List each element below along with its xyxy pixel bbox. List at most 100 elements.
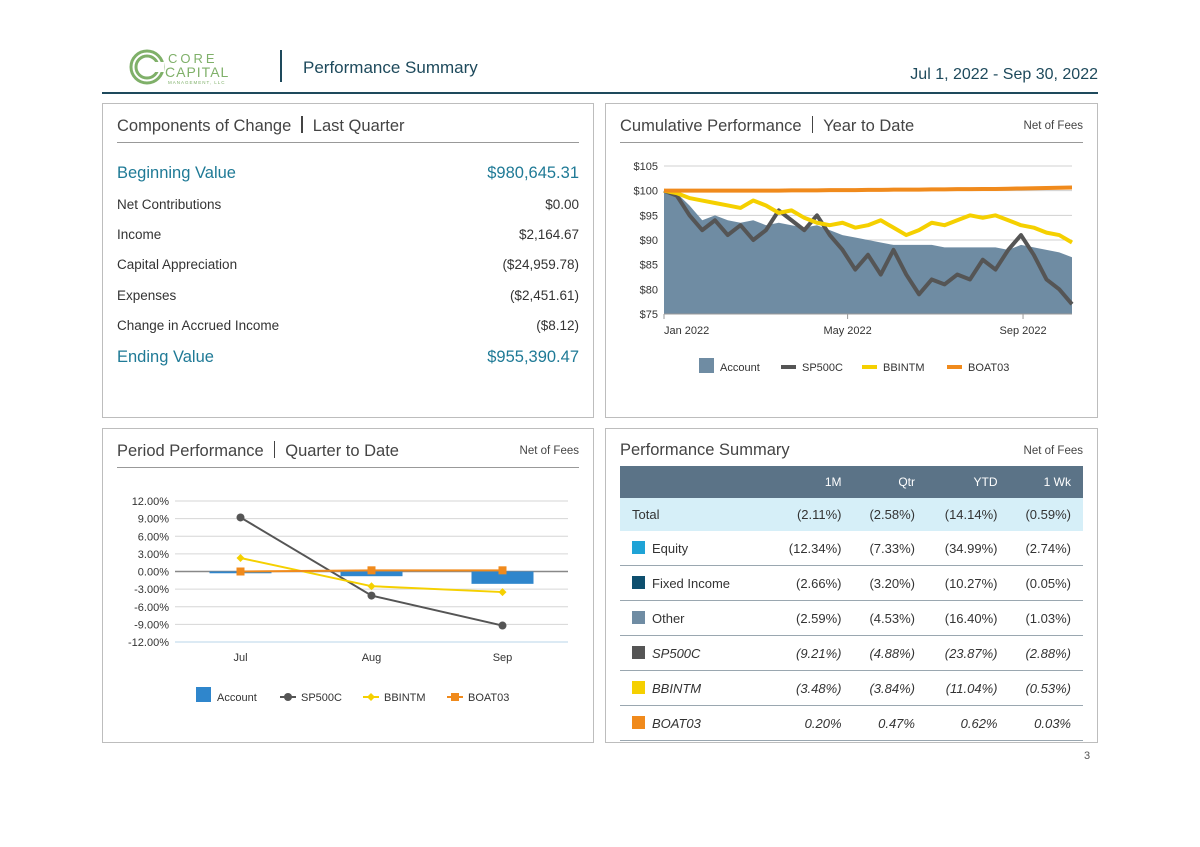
table-cell: (1.03%) [1009,600,1083,636]
row-label-cell: Total [620,498,771,531]
table-cell: (2.74%) [1009,531,1083,566]
legend-label-boat03: BOAT03 [968,362,1009,374]
ending-value-row: Ending Value $955,390.47 [117,348,579,367]
table-cell: (4.88%) [853,635,927,671]
row-value: $955,390.47 [487,348,579,366]
y-tick-label: $105 [634,161,658,173]
table-cell: (10.27%) [926,565,1010,601]
legend-marker-sp500c [284,693,292,701]
y-tick-label: -6.00% [134,602,169,614]
date-range: Jul 1, 2022 - Sep 30, 2022 [910,66,1098,83]
row-label: Net Contributions [117,197,222,212]
row-label-cell: Equity [620,531,771,566]
table-cell: (14.14%) [926,498,1010,531]
summary-title: Performance Summary [620,441,790,459]
row-label: Beginning Value [117,164,236,182]
point-sp500c [498,621,507,630]
y-tick-label: -12.00% [128,637,169,649]
x-tick-label: Aug [362,652,382,664]
row-value: ($24,959.78) [502,257,579,272]
period-header: Period Performance Quarter to Date Net of… [117,441,579,468]
row-value: ($2,451.61) [509,288,579,303]
net-of-fees-label: Net of Fees [1023,120,1083,132]
legend-label-boat03: BOAT03 [468,692,509,704]
x-tick-label: Jan 2022 [664,325,709,337]
net-of-fees-label: Net of Fees [519,445,579,457]
bar-account [471,571,534,584]
legend-label-bbintm: BBINTM [883,362,925,374]
header-divider [280,50,282,82]
point-bbintm [498,588,507,597]
table-row: Other (2.59%) (4.53%) (16.40%) (1.03%) [620,600,1083,636]
legend-swatch-account [699,358,714,373]
x-tick-label: Sep 2022 [999,325,1046,337]
col-header-qtr: Qtr [853,466,927,498]
legend-swatch-account [196,687,211,702]
row-value: $980,645.31 [487,164,579,182]
point-sp500c [236,513,245,522]
cumulative-panel: Cumulative Performance Year to Date Net o… [605,103,1098,418]
row-label: Income [117,227,162,242]
table-row: BOAT03 0.20% 0.47% 0.62% 0.03% [620,705,1083,741]
table-cell: (11.04%) [926,670,1010,706]
y-tick-label: -3.00% [134,584,169,596]
row-label: Change in Accrued Income [117,318,280,333]
table-row: Fixed Income (2.66%) (3.20%) (10.27%) (0.05%… [620,565,1083,601]
period-title: Period Performance [117,442,264,460]
table-row: SP500C (9.21%) (4.88%) (23.87%) (2.88%) [620,635,1083,671]
legend-label-sp500c: SP500C [301,692,342,704]
row-label: Capital Appreciation [117,257,238,272]
expenses-row: Expenses ($2,451.61) [117,288,579,303]
y-tick-label: $75 [640,309,658,321]
period-subtitle: Quarter to Date [285,442,399,460]
summary-header: Performance Summary Net of Fees [620,441,1083,468]
row-value: $0.00 [545,197,579,212]
legend-swatch [632,575,645,589]
col-header-blank [620,466,771,498]
cumulative-chart: $75 $80 $85 $90 $95 $100 $105 Jan 2022 May 2022 S… [634,161,1074,374]
table-cell: (2.88%) [1009,635,1083,671]
y-tick-label: 0.00% [138,567,169,579]
table-cell: 0.03% [1009,705,1083,741]
y-tick-label: 6.00% [138,531,169,543]
col-header-ytd: YTD [926,466,1010,498]
legend-swatch [632,645,645,659]
series-line-sp500c [663,188,1074,306]
table-cell: (2.66%) [771,565,854,601]
table-cell: (0.05%) [1009,565,1083,601]
point-boat03 [236,567,245,576]
table-cell: (34.99%) [926,531,1010,566]
row-value: ($8.12) [536,318,579,333]
components-title: Components of Change [117,117,292,135]
table-cell: (12.34%) [771,531,854,566]
y-tick-label: $85 [640,260,658,272]
table-cell: (7.33%) [853,531,927,566]
table-cell: (16.40%) [926,600,1010,636]
row-label: Ending Value [117,348,214,366]
period-chart: 12.00% 9.00% 6.00% 3.00% 0.00% -3.00% -6.00% -9… [128,496,568,704]
components-header: Components of Change Last Quarter [117,116,579,143]
point-bbintm [367,582,376,591]
row-label: Equity [652,540,689,556]
cumulative-subtitle: Year to Date [823,117,915,135]
table-cell: (9.21%) [771,635,854,671]
performance-table: 1M Qtr YTD 1 Wk Total (2.11%) (2.58%) (14.1… [620,466,1083,741]
y-tick-label: -9.00% [134,619,169,631]
table-row: Equity (12.34%) (7.33%) (34.99%) (2.74%) [620,531,1083,566]
table-cell: 0.62% [926,705,1010,741]
row-label-cell: SP500C [620,635,771,671]
row-label-cell: BBINTM [620,670,771,706]
row-label: Total [632,507,660,522]
table-cell: (3.20%) [853,565,927,601]
point-bbintm [236,553,245,562]
point-boat03 [367,566,376,575]
x-tick-label: May 2022 [823,325,871,337]
y-tick-label: 12.00% [132,496,170,508]
logo-word-capital: CAPITAL [165,64,229,80]
row-label: Fixed Income [652,575,731,591]
row-label: BOAT03 [652,715,701,731]
y-tick-label: 9.00% [138,514,169,526]
table-cell: (2.59%) [771,600,854,636]
table-row: Total (2.11%) (2.58%) (14.14%) (0.59%) [620,498,1083,531]
income-row: Income $2,164.67 [117,227,579,242]
